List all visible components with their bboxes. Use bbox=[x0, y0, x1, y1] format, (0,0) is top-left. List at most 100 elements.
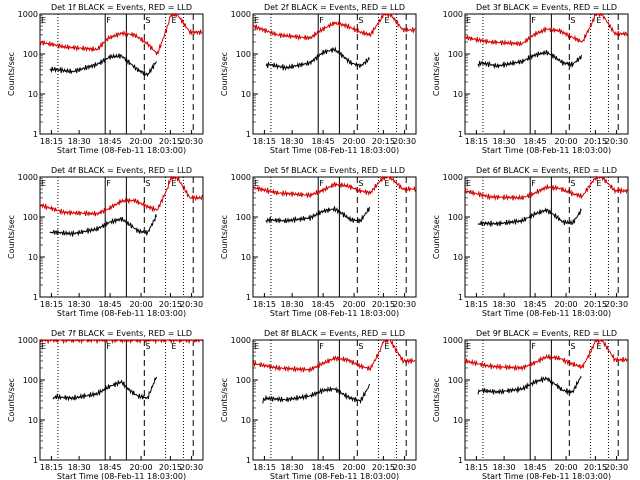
y-tick-label: 10 bbox=[28, 90, 38, 99]
panel-det-1: Det 1f BLACK = Events, RED = LLD 1000 100 1… bbox=[7, 3, 204, 155]
event-marker-e: E bbox=[466, 342, 471, 351]
y-tick-label: 1 bbox=[33, 293, 38, 302]
event-marker-e: E bbox=[171, 342, 176, 351]
panel-det-2: Det 2f BLACK = Events, RED = LLD 1000 100 1… bbox=[220, 3, 417, 155]
x-tick-label: 18:15 bbox=[465, 137, 488, 146]
event-marker-s: S bbox=[145, 179, 150, 188]
x-tick-label: 20:00 bbox=[343, 300, 366, 309]
event-marker-f: F bbox=[319, 16, 324, 25]
plot-frame bbox=[39, 13, 204, 135]
x-tick-label: 20:30 bbox=[180, 300, 203, 309]
y-tick-label: 10 bbox=[28, 253, 38, 262]
y-tick-label: 1000 bbox=[231, 173, 251, 182]
y-axis-label: Counts/sec bbox=[220, 52, 229, 96]
x-tick-label: 18:15 bbox=[465, 300, 488, 309]
y-tick-label: 1 bbox=[458, 456, 463, 465]
x-tick-label: 20:00 bbox=[130, 300, 153, 309]
panel-title: Det 2f BLACK = Events, RED = LLD bbox=[264, 3, 405, 12]
series-line-lld bbox=[252, 12, 416, 42]
y-tick-label: 1 bbox=[33, 130, 38, 139]
panel-det-8: Det 8f BLACK = Events, RED = LLD 1000 100 1… bbox=[220, 329, 417, 480]
series-line-events bbox=[265, 46, 370, 71]
x-tick-label: 18:15 bbox=[40, 463, 63, 472]
series-line-lld bbox=[39, 338, 203, 345]
x-axis-label: Start Time (08-Feb-11 18:03:00) bbox=[482, 472, 611, 480]
event-marker-e: E bbox=[596, 16, 601, 25]
y-tick-label: 1000 bbox=[443, 173, 463, 182]
event-marker-e: E bbox=[596, 179, 601, 188]
y-tick-label: 10 bbox=[241, 253, 251, 262]
y-tick-label: 100 bbox=[236, 376, 251, 385]
x-tick-label: 18:30 bbox=[281, 137, 304, 146]
event-marker-e: E bbox=[171, 179, 176, 188]
x-tick-label: 18:45 bbox=[524, 137, 547, 146]
event-marker-s: S bbox=[570, 16, 575, 25]
x-tick-label: 18:30 bbox=[493, 137, 516, 146]
series-line-lld bbox=[252, 338, 416, 374]
panel-det-4: Det 4f BLACK = Events, RED = LLD 1000 100 1… bbox=[7, 166, 204, 318]
event-marker-e: E bbox=[41, 342, 46, 351]
event-marker-e: E bbox=[466, 179, 471, 188]
series-line-events bbox=[477, 375, 582, 396]
x-tick-label: 20:15 bbox=[372, 137, 395, 146]
y-axis-label: Counts/sec bbox=[432, 215, 441, 259]
x-tick-label: 18:45 bbox=[99, 137, 122, 146]
panel-title: Det 3f BLACK = Events, RED = LLD bbox=[476, 3, 617, 12]
x-axis-label: Start Time (08-Feb-11 18:03:00) bbox=[482, 146, 611, 155]
series-line-lld bbox=[464, 175, 628, 202]
y-tick-label: 100 bbox=[236, 50, 251, 59]
x-tick-label: 20:00 bbox=[555, 300, 578, 309]
event-marker-s: S bbox=[145, 342, 150, 351]
y-tick-label: 1000 bbox=[231, 336, 251, 345]
event-marker-e: E bbox=[41, 16, 46, 25]
series-line-events bbox=[265, 206, 370, 224]
x-tick-label: 18:45 bbox=[99, 463, 122, 472]
x-tick-label: 20:00 bbox=[343, 137, 366, 146]
event-marker-e: E bbox=[254, 342, 259, 351]
panel-det-6: Det 6f BLACK = Events, RED = LLD 1000 100 1… bbox=[432, 166, 629, 318]
plot-frame bbox=[39, 176, 204, 298]
x-tick-label: 18:15 bbox=[40, 300, 63, 309]
event-marker-e: E bbox=[171, 16, 176, 25]
y-axis-label: Counts/sec bbox=[432, 378, 441, 422]
series-line-events bbox=[477, 49, 582, 70]
event-marker-s: S bbox=[145, 16, 150, 25]
y-tick-label: 1000 bbox=[231, 10, 251, 19]
series-line-events bbox=[52, 376, 157, 402]
event-marker-e: E bbox=[254, 16, 259, 25]
x-tick-label: 20:15 bbox=[372, 300, 395, 309]
x-tick-label: 20:30 bbox=[605, 300, 628, 309]
plot-frame bbox=[252, 339, 417, 461]
series-line-lld bbox=[252, 175, 416, 199]
y-tick-label: 100 bbox=[23, 213, 38, 222]
y-tick-label: 10 bbox=[453, 253, 463, 262]
x-tick-label: 18:30 bbox=[68, 463, 91, 472]
x-tick-label: 18:45 bbox=[524, 300, 547, 309]
y-tick-label: 1000 bbox=[18, 10, 38, 19]
event-marker-s: S bbox=[358, 342, 363, 351]
series-line-lld bbox=[464, 12, 628, 47]
series-line-lld bbox=[464, 338, 628, 372]
plot-frame bbox=[464, 13, 629, 135]
y-axis-label: Counts/sec bbox=[432, 52, 441, 96]
x-tick-label: 20:15 bbox=[372, 463, 395, 472]
event-marker-f: F bbox=[106, 179, 111, 188]
series-line-lld bbox=[39, 175, 203, 217]
event-marker-s: S bbox=[358, 16, 363, 25]
event-marker-f: F bbox=[531, 16, 536, 25]
y-tick-label: 10 bbox=[241, 416, 251, 425]
plot-frame bbox=[252, 13, 417, 135]
x-tick-label: 20:15 bbox=[159, 463, 182, 472]
event-marker-f: F bbox=[106, 342, 111, 351]
event-marker-e: E bbox=[384, 179, 389, 188]
y-tick-label: 10 bbox=[241, 90, 251, 99]
event-marker-s: S bbox=[358, 179, 363, 188]
plot-frame bbox=[252, 176, 417, 298]
x-axis-label: Start Time (08-Feb-11 18:03:00) bbox=[57, 309, 186, 318]
y-tick-label: 1000 bbox=[18, 336, 38, 345]
event-marker-s: S bbox=[570, 342, 575, 351]
event-marker-e: E bbox=[254, 179, 259, 188]
event-marker-e: E bbox=[41, 179, 46, 188]
panel-title: Det 4f BLACK = Events, RED = LLD bbox=[51, 166, 192, 175]
y-tick-label: 1000 bbox=[443, 10, 463, 19]
